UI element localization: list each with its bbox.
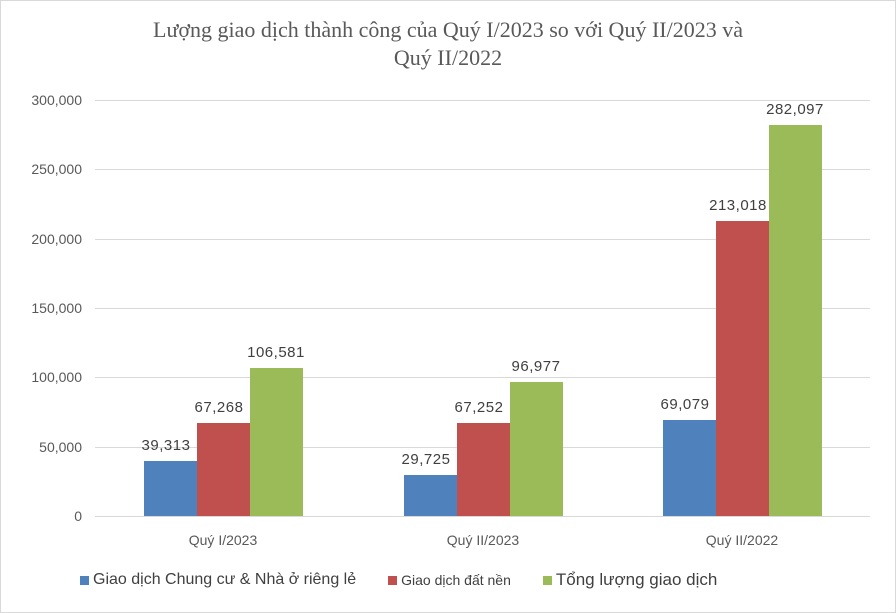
legend-label: Giao dịch Chung cư & Nhà ở riêng lẻ	[93, 571, 357, 588]
y-tick-label: 50,000	[39, 438, 82, 455]
data-label: 67,268	[194, 398, 244, 416]
data-label: 213,018	[709, 196, 767, 214]
gridline	[95, 169, 870, 171]
gridline	[95, 238, 870, 240]
legend-item-total[interactable]: Tổng lượng giao dịch	[542, 570, 718, 590]
x-tick-label: Quý I/2023	[188, 532, 258, 548]
bar[interactable]	[143, 461, 197, 516]
legend-swatch-green	[542, 575, 552, 585]
y-tick-label: 250,000	[31, 161, 82, 178]
y-tick-label: 150,000	[31, 300, 82, 316]
y-tick-label: 200,000	[31, 230, 82, 247]
bar[interactable]	[403, 474, 457, 516]
gridline	[95, 377, 870, 379]
data-label: 106,581	[247, 344, 305, 362]
bar[interactable]	[456, 422, 510, 516]
data-label: 282,097	[766, 100, 824, 118]
y-tick-label: 300,000	[31, 92, 82, 108]
legend-swatch-blue	[80, 575, 89, 585]
x-tick-label: Quý II/2022	[705, 532, 779, 548]
y-tick-label: 100,000	[31, 369, 82, 386]
bar[interactable]	[715, 220, 769, 516]
data-label: 96,977	[511, 357, 561, 375]
chart-title-line-1: Lượng giao dịch thành công của Quý I/202…	[153, 17, 743, 42]
legend: Giao dịch Chung cư & Nhà ở riêng lẻ Giao…	[80, 568, 749, 592]
legend-swatch-red	[388, 575, 398, 585]
data-label: 69,079	[660, 396, 710, 414]
gridline	[95, 516, 870, 517]
chart-title: Lượng giao dịch thành công của Quý I/202…	[60, 16, 836, 72]
legend-item-apartment[interactable]: Giao dịch Chung cư & Nhà ở riêng lẻ	[80, 571, 356, 589]
bar[interactable]	[768, 124, 822, 516]
bar[interactable]	[509, 381, 563, 516]
legend-label: Tổng lượng giao dịch	[555, 570, 718, 589]
gridline	[95, 308, 870, 309]
chart-title-line-2: Quý II/2022	[393, 45, 503, 70]
legend-item-land[interactable]: Giao dịch đất nền	[388, 572, 511, 588]
y-tick-label: 0	[74, 508, 82, 524]
data-label: 67,252	[454, 398, 504, 416]
bar[interactable]	[249, 368, 303, 516]
data-label: 39,313	[141, 437, 191, 455]
data-label: 29,725	[401, 450, 451, 468]
x-tick-label: Quý II/2023	[446, 532, 520, 548]
bar[interactable]	[662, 420, 716, 516]
legend-label: Giao dịch đất nền	[401, 572, 511, 588]
plot-area: 0 50,000 100,000 150,000 200,000 250,000…	[31, 92, 870, 524]
gridline	[95, 100, 870, 101]
bar[interactable]	[196, 422, 250, 516]
